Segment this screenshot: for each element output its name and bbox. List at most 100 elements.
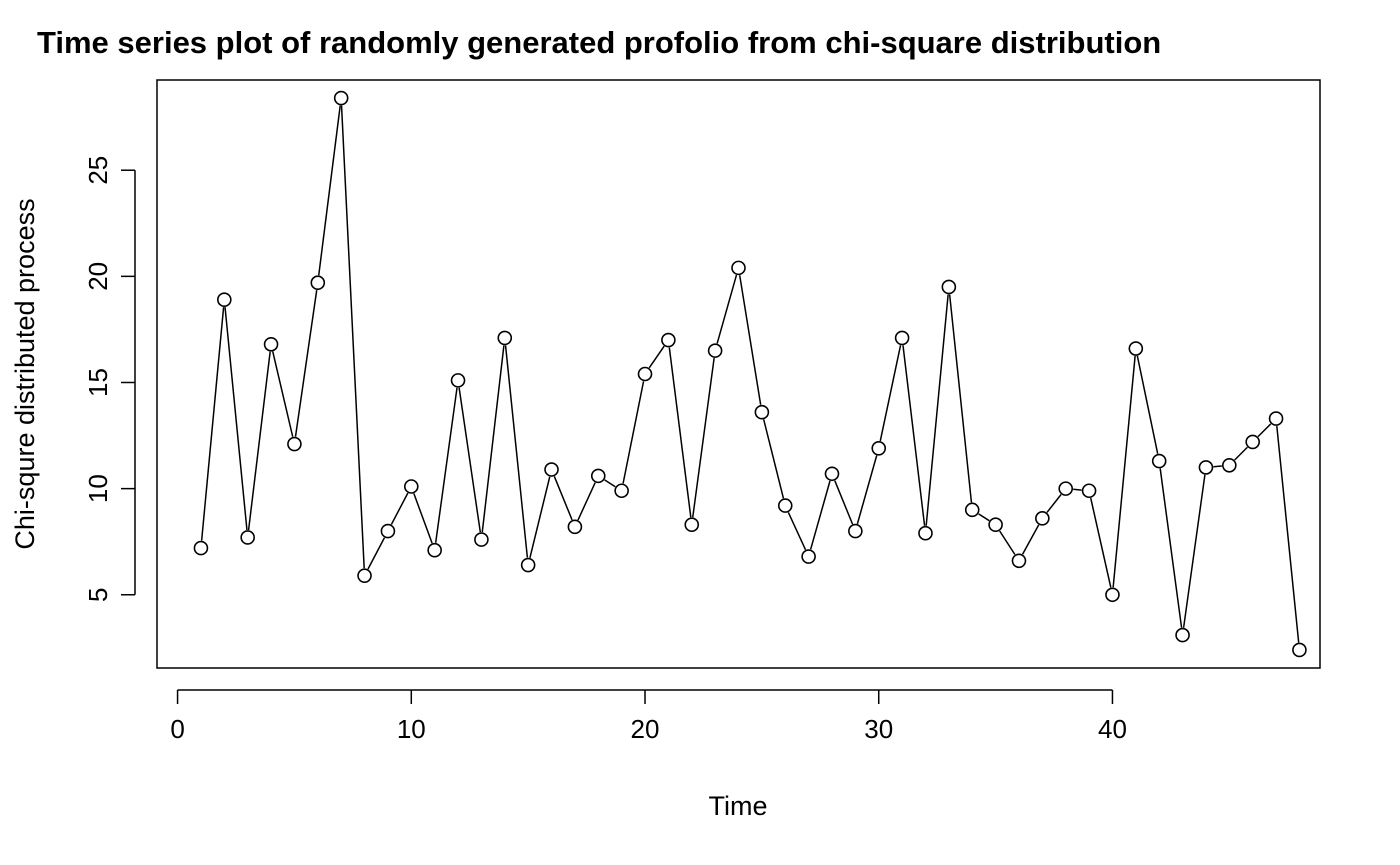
data-point	[1175, 627, 1190, 643]
series-line-segment	[1276, 425, 1300, 643]
data-point	[590, 468, 606, 484]
series-line-segment	[529, 476, 551, 558]
series-line-segment	[948, 294, 973, 503]
data-point	[474, 532, 489, 547]
y-tick-label: 5	[83, 588, 113, 602]
data-point	[217, 292, 232, 308]
series-line-segment	[553, 476, 573, 521]
series-line-segment	[1021, 524, 1040, 555]
x-tick-label: 20	[631, 714, 660, 744]
series-line-segment	[1159, 468, 1183, 628]
x-tick-label: 10	[397, 714, 426, 744]
series-line-segment	[834, 480, 854, 525]
data-point	[941, 279, 957, 295]
series-line-segment	[434, 387, 458, 543]
series-line-segment	[200, 307, 225, 541]
data-point	[1268, 411, 1284, 426]
series-line-segment	[692, 357, 715, 518]
data-point	[1151, 453, 1167, 469]
data-point	[684, 517, 700, 533]
series-line-segment	[1046, 494, 1062, 513]
series-line-segment	[809, 480, 831, 550]
series-line-segment	[668, 347, 692, 518]
x-axis: 0 10 20 30 40	[170, 689, 1127, 744]
series-line-segment	[294, 290, 318, 437]
series-line-segment	[272, 351, 294, 437]
data-point	[240, 530, 255, 545]
data-point	[403, 479, 419, 494]
series-line-segment	[604, 479, 616, 488]
data-point	[1011, 553, 1027, 569]
data-point	[520, 557, 536, 573]
data-point	[357, 568, 372, 583]
data-point	[427, 542, 442, 558]
data-point	[824, 466, 840, 482]
series-line-segment	[999, 530, 1016, 555]
x-axis-label: Time	[709, 791, 768, 821]
series-line-segment	[1089, 497, 1112, 588]
series-line-segment	[504, 345, 529, 558]
series-line-segment	[1112, 355, 1136, 588]
data-point	[450, 373, 466, 388]
data-point	[918, 525, 933, 541]
series-line-segment	[577, 482, 596, 521]
data-point	[964, 502, 980, 518]
series-line-segment	[648, 345, 665, 369]
data-point	[988, 517, 1003, 533]
y-tick-label: 15	[83, 368, 113, 397]
series-line-segment	[902, 345, 926, 526]
series-group	[193, 90, 1307, 658]
data-point	[637, 366, 653, 382]
data-point	[380, 523, 396, 539]
series-line-segment	[1213, 465, 1222, 468]
data-point	[287, 436, 302, 452]
series-line-segment	[1257, 423, 1272, 438]
data-point	[754, 404, 770, 420]
data-point	[263, 336, 279, 352]
series-line-segment	[762, 419, 785, 499]
series-line-segment	[1234, 446, 1248, 461]
data-point	[1198, 460, 1214, 475]
data-point	[1035, 511, 1050, 526]
data-point	[497, 330, 513, 346]
y-tick-label: 20	[83, 262, 113, 291]
data-point	[193, 540, 209, 556]
series-line-segment	[978, 513, 990, 522]
series-line-segment	[1073, 488, 1082, 491]
series-line-segment	[367, 537, 386, 570]
chart-title: Time series plot of randomly generated p…	[37, 25, 1161, 60]
series-line-segment	[856, 455, 878, 525]
data-point	[333, 90, 349, 106]
y-tick-label: 10	[83, 474, 113, 503]
series-line-segment	[925, 294, 949, 526]
data-point	[777, 498, 793, 513]
data-point	[801, 549, 816, 564]
data-point	[871, 440, 887, 456]
data-point	[1081, 483, 1097, 499]
y-tick-label: 25	[83, 156, 113, 185]
series-line-segment	[716, 274, 738, 344]
x-tick-label: 0	[170, 714, 184, 744]
series-line-segment	[340, 105, 365, 569]
series-line-segment	[458, 387, 482, 533]
data-point	[1292, 642, 1307, 658]
y-axis: 5 10 15 20 25	[83, 156, 136, 602]
data-point	[614, 483, 629, 499]
series-line-segment	[879, 345, 902, 442]
data-point	[894, 330, 910, 346]
data-point	[567, 519, 583, 535]
series-line-segment	[481, 345, 505, 533]
data-point	[310, 275, 326, 291]
series-line-segment	[390, 492, 409, 525]
y-axis-label: Chi-squre distributed process	[10, 198, 40, 549]
plot-area-frame	[156, 79, 1321, 669]
data-point	[1245, 434, 1260, 450]
series-line-segment	[787, 512, 807, 551]
x-tick-label: 30	[864, 714, 893, 744]
series-line-segment	[224, 307, 248, 531]
data-point	[848, 523, 863, 539]
series-line-segment	[1182, 474, 1206, 628]
data-point	[661, 332, 676, 348]
series-line-segment	[247, 351, 271, 531]
